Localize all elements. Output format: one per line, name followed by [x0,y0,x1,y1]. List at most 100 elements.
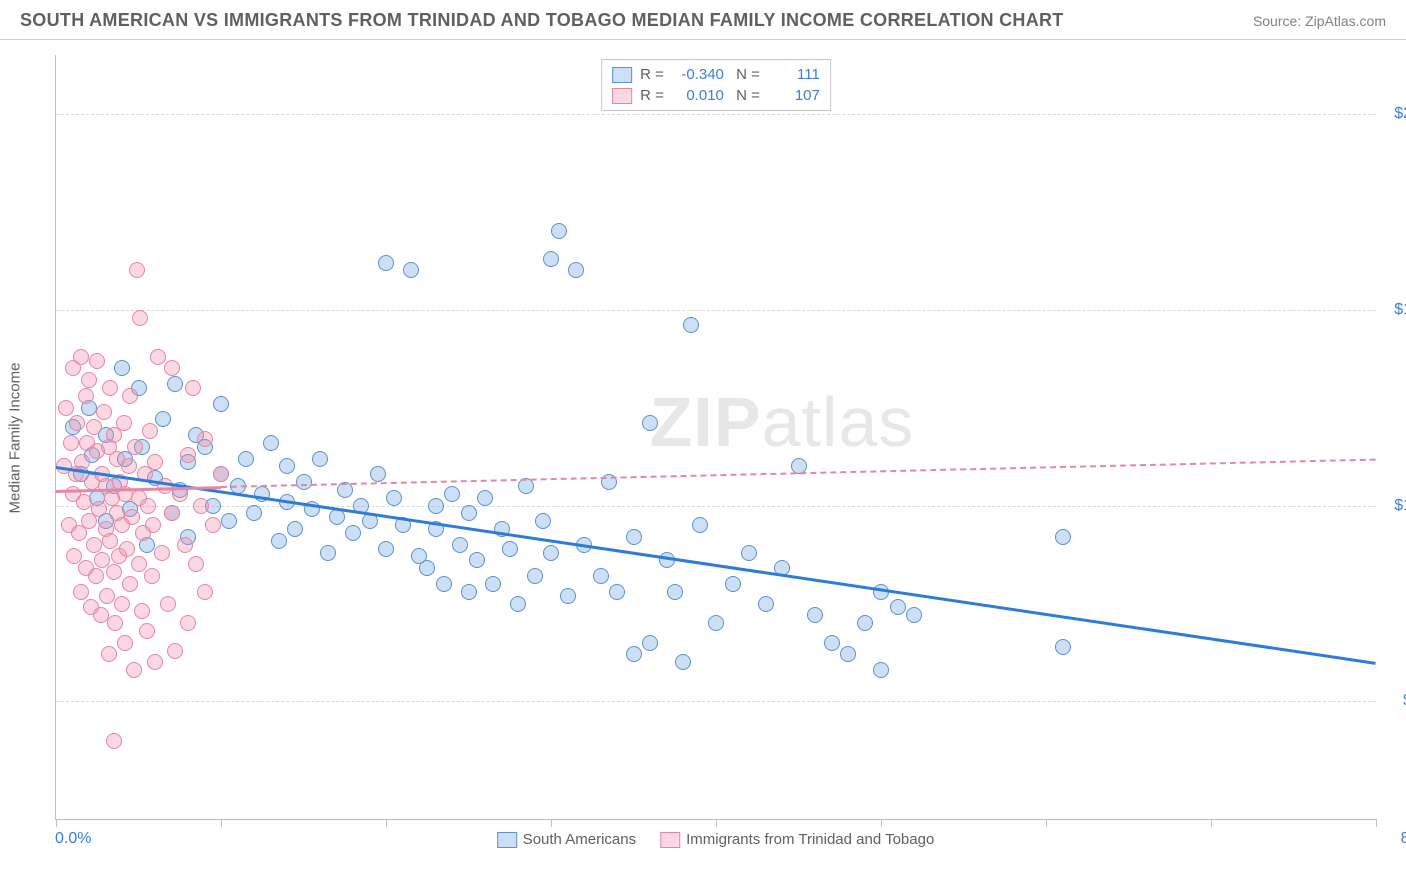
scatter-point [535,513,551,529]
scatter-point [857,615,873,631]
scatter-point [142,423,158,439]
scatter-point [129,262,145,278]
scatter-point [69,415,85,431]
scatter-point [106,564,122,580]
scatter-point [626,529,642,545]
scatter-point [840,646,856,662]
scatter-point [1055,639,1071,655]
scatter-point [238,451,254,467]
scatter-point [160,596,176,612]
scatter-point [320,545,336,561]
scatter-point [177,537,193,553]
y-axis-label: Median Family Income [7,362,24,513]
scatter-point [725,576,741,592]
scatter-point [485,576,501,592]
scatter-point [124,509,140,525]
scatter-point [428,498,444,514]
scatter-point [568,262,584,278]
scatter-point [180,615,196,631]
correlation-box: R = -0.340 N = 111 R = 0.010 N = 107 [601,59,831,111]
watermark: ZIPatlas [650,382,915,462]
scatter-point [708,615,724,631]
trend-line [56,466,1376,665]
legend-swatch-1 [497,832,517,848]
scatter-point [452,537,468,553]
scatter-point [88,568,104,584]
legend-item-1: South Americans [497,831,636,848]
scatter-point [824,635,840,651]
scatter-point [154,545,170,561]
x-tick [1211,819,1212,827]
corr-n-label: N = [732,87,760,104]
scatter-point [890,599,906,615]
scatter-point [121,458,137,474]
scatter-point [345,525,361,541]
scatter-point [246,505,262,521]
scatter-point [106,733,122,749]
scatter-point [502,541,518,557]
y-tick-label: $100,000 [1394,497,1406,515]
scatter-point [593,568,609,584]
gridline [56,114,1376,115]
scatter-point [560,588,576,604]
scatter-point [139,623,155,639]
scatter-point [296,474,312,490]
scatter-point [197,431,213,447]
corr-n-val-1: 111 [768,66,820,83]
scatter-point [469,552,485,568]
x-tick [551,819,552,827]
scatter-point [164,505,180,521]
legend: South Americans Immigrants from Trinidad… [497,831,935,848]
scatter-point [185,380,201,396]
scatter-point [188,556,204,572]
scatter-point [626,646,642,662]
x-tick [386,819,387,827]
scatter-point [667,584,683,600]
scatter-point [510,596,526,612]
scatter-point [683,317,699,333]
swatch-series-1 [612,67,632,83]
scatter-point [692,517,708,533]
scatter-point [147,454,163,470]
scatter-point [279,458,295,474]
scatter-point [221,513,237,529]
scatter-point [117,635,133,651]
chart-header: SOUTH AMERICAN VS IMMIGRANTS FROM TRINID… [0,0,1406,40]
scatter-point [81,372,97,388]
scatter-point [102,380,118,396]
scatter-point [134,603,150,619]
corr-r-label: R = [640,87,664,104]
scatter-point [906,607,922,623]
scatter-point [543,251,559,267]
scatter-point [167,643,183,659]
scatter-point [74,454,90,470]
legend-swatch-2 [660,832,680,848]
plot-region: ZIPatlas R = -0.340 N = 111 R = 0.010 N … [55,55,1376,820]
x-tick [221,819,222,827]
scatter-point [461,505,477,521]
scatter-point [114,596,130,612]
scatter-point [122,576,138,592]
gridline [56,701,1376,702]
y-tick-label: $150,000 [1394,301,1406,319]
scatter-point [86,419,102,435]
scatter-point [378,541,394,557]
x-axis-start: 0.0% [55,830,91,848]
scatter-point [370,466,386,482]
scatter-point [76,494,92,510]
scatter-point [145,517,161,533]
scatter-point [63,435,79,451]
scatter-point [419,560,435,576]
scatter-point [213,396,229,412]
chart-source: Source: ZipAtlas.com [1253,13,1386,29]
scatter-point [127,439,143,455]
scatter-point [461,584,477,600]
scatter-point [132,310,148,326]
scatter-point [96,404,112,420]
scatter-point [102,533,118,549]
legend-item-2: Immigrants from Trinidad and Tobago [660,831,934,848]
corr-r-val-1: -0.340 [672,66,724,83]
scatter-point [807,607,823,623]
scatter-point [436,576,452,592]
scatter-point [73,584,89,600]
